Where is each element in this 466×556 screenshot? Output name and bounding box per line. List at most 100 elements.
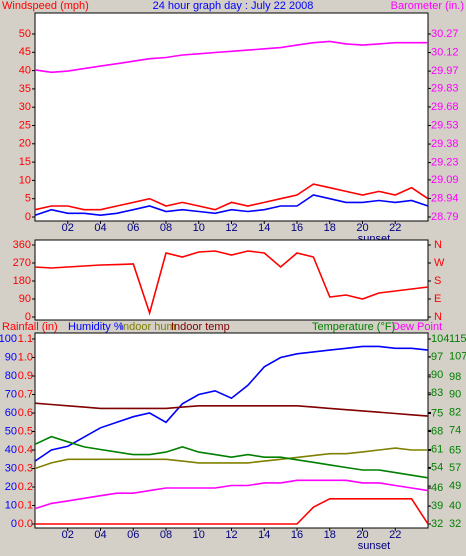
y-tick-label: 25 bbox=[19, 119, 31, 131]
legend-label: Indoor temp bbox=[171, 321, 230, 333]
y-tick-label: 60 bbox=[5, 407, 17, 419]
series-line bbox=[34, 402, 429, 417]
y4-tick-label: 40 bbox=[449, 500, 461, 512]
y4-tick-label: 49 bbox=[449, 480, 461, 492]
y3-tick-label: 0.0 bbox=[18, 518, 33, 530]
y4-tick-label: 57 bbox=[449, 462, 461, 474]
y2-tick-label: 28.94 bbox=[431, 192, 459, 204]
x-tick-label: 14 bbox=[258, 529, 270, 541]
y-tick-label: 35 bbox=[19, 83, 31, 95]
x-tick-label: 16 bbox=[291, 222, 303, 234]
y-tick-label: 0 bbox=[25, 211, 31, 223]
y-tick-label: 80 bbox=[5, 370, 17, 382]
y2-tick-label: 75 bbox=[431, 407, 443, 419]
y4-tick-label: 65 bbox=[449, 444, 461, 456]
y-tick-label: 50 bbox=[19, 28, 31, 40]
y2-tick-label: N bbox=[434, 311, 442, 323]
y2-tick-label: 46 bbox=[431, 482, 443, 494]
y-tick-label: 180 bbox=[13, 275, 31, 287]
y2-tick-label: 39 bbox=[431, 500, 443, 512]
y2-tick-label: 29.23 bbox=[431, 157, 459, 169]
series-line bbox=[34, 447, 428, 470]
y2-tick-label: 54 bbox=[431, 461, 443, 473]
y-tick-label: 70 bbox=[5, 388, 17, 400]
series-line bbox=[34, 345, 429, 462]
y2-tick-label: 29.83 bbox=[431, 82, 459, 94]
y3-tick-label: 0.2 bbox=[18, 481, 33, 493]
y3-tick-label: 0.7 bbox=[18, 388, 33, 400]
series-line bbox=[34, 194, 429, 217]
y-tick-label: 30 bbox=[19, 101, 31, 113]
y4-tick-label: 74 bbox=[449, 424, 461, 436]
y-tick-label: 45 bbox=[19, 46, 31, 58]
x-tick-label: 02 bbox=[62, 529, 74, 541]
y3-tick-label: 0.9 bbox=[18, 370, 33, 382]
x-tick-label: 18 bbox=[324, 529, 336, 541]
y-tick-label: 270 bbox=[13, 257, 31, 269]
y2-tick-label: 61 bbox=[431, 443, 443, 455]
y3-tick-label: 1.0 bbox=[18, 351, 33, 363]
legend-label: Rainfall (in) bbox=[2, 321, 58, 333]
x-tick-label: 12 bbox=[225, 222, 237, 234]
y3-tick-label: 0.6 bbox=[18, 407, 33, 419]
x-tick-label: 16 bbox=[291, 529, 303, 541]
chart-title: 24 hour graph day : July 22 2008 bbox=[153, 0, 314, 12]
x-tick-label: 06 bbox=[127, 222, 139, 234]
y-tick-label: 20 bbox=[19, 138, 31, 150]
legend-label: Dew Point bbox=[392, 321, 442, 333]
series-line bbox=[34, 479, 429, 510]
x-tick-label: 22 bbox=[389, 222, 401, 234]
series-line bbox=[34, 435, 429, 479]
y2-tick-label: 29.97 bbox=[431, 65, 459, 77]
y4-tick-label: 115 bbox=[449, 333, 466, 345]
x-tick-label: 20 bbox=[356, 222, 368, 234]
y2-tick-label: 29.68 bbox=[431, 101, 459, 113]
y-tick-label: 90 bbox=[5, 351, 17, 363]
plot-frame bbox=[34, 12, 429, 222]
x-tick-label: 14 bbox=[258, 222, 270, 234]
x-tick-label: 08 bbox=[160, 222, 172, 234]
y-tick-label: 0 bbox=[25, 311, 31, 323]
y-tick-label: 5 bbox=[25, 193, 31, 205]
y2-tick-label: 30.12 bbox=[431, 46, 459, 58]
series-line bbox=[35, 498, 429, 525]
y2-tick-label: W bbox=[434, 257, 445, 269]
y2-tick-label: 83 bbox=[431, 387, 443, 399]
y-tick-label: 40 bbox=[19, 65, 31, 77]
y-tick-label: 15 bbox=[19, 156, 31, 168]
y3-tick-label: 0.1 bbox=[18, 499, 33, 511]
y-tick-label: 360 bbox=[13, 239, 31, 251]
x-tick-label: 02 bbox=[62, 222, 74, 234]
y4-tick-label: 107 bbox=[449, 351, 466, 363]
x-tick-label: 10 bbox=[193, 222, 205, 234]
y4-tick-label: 82 bbox=[449, 406, 461, 418]
x-tick-label: 04 bbox=[94, 222, 106, 234]
series-line bbox=[34, 40, 428, 74]
y2-tick-label: 29.38 bbox=[431, 138, 459, 150]
y-tick-label: 0 bbox=[11, 518, 17, 530]
legend-label: Temperature (°F) bbox=[312, 321, 395, 333]
x-tick-label: 10 bbox=[193, 529, 205, 541]
series-line bbox=[34, 250, 429, 316]
y2-tick-label: 90 bbox=[431, 369, 443, 381]
y3-tick-label: 0.5 bbox=[18, 425, 33, 437]
legend-label: Windspeed (mph) bbox=[2, 0, 89, 12]
y2-tick-label: 104 bbox=[431, 333, 449, 345]
y3-tick-label: 1.1 bbox=[18, 333, 33, 345]
y2-tick-label: E bbox=[434, 293, 441, 305]
x-tick-label: 22 bbox=[389, 529, 401, 541]
y2-tick-label: 97 bbox=[431, 351, 443, 363]
y-tick-label: 30 bbox=[5, 462, 17, 474]
x-tick-label: 06 bbox=[127, 529, 139, 541]
x-tick-label: 20 bbox=[356, 529, 368, 541]
y-tick-label: 40 bbox=[5, 444, 17, 456]
y3-tick-label: 0.4 bbox=[18, 444, 33, 456]
y2-tick-label: 68 bbox=[431, 425, 443, 437]
y-tick-label: 50 bbox=[5, 425, 17, 437]
y-tick-label: 10 bbox=[5, 499, 17, 511]
series-line bbox=[34, 183, 429, 211]
plot-frame bbox=[34, 239, 429, 321]
y2-tick-label: 28.79 bbox=[431, 211, 459, 223]
y2-tick-label: 32 bbox=[431, 518, 443, 530]
y-tick-label: 10 bbox=[19, 174, 31, 186]
